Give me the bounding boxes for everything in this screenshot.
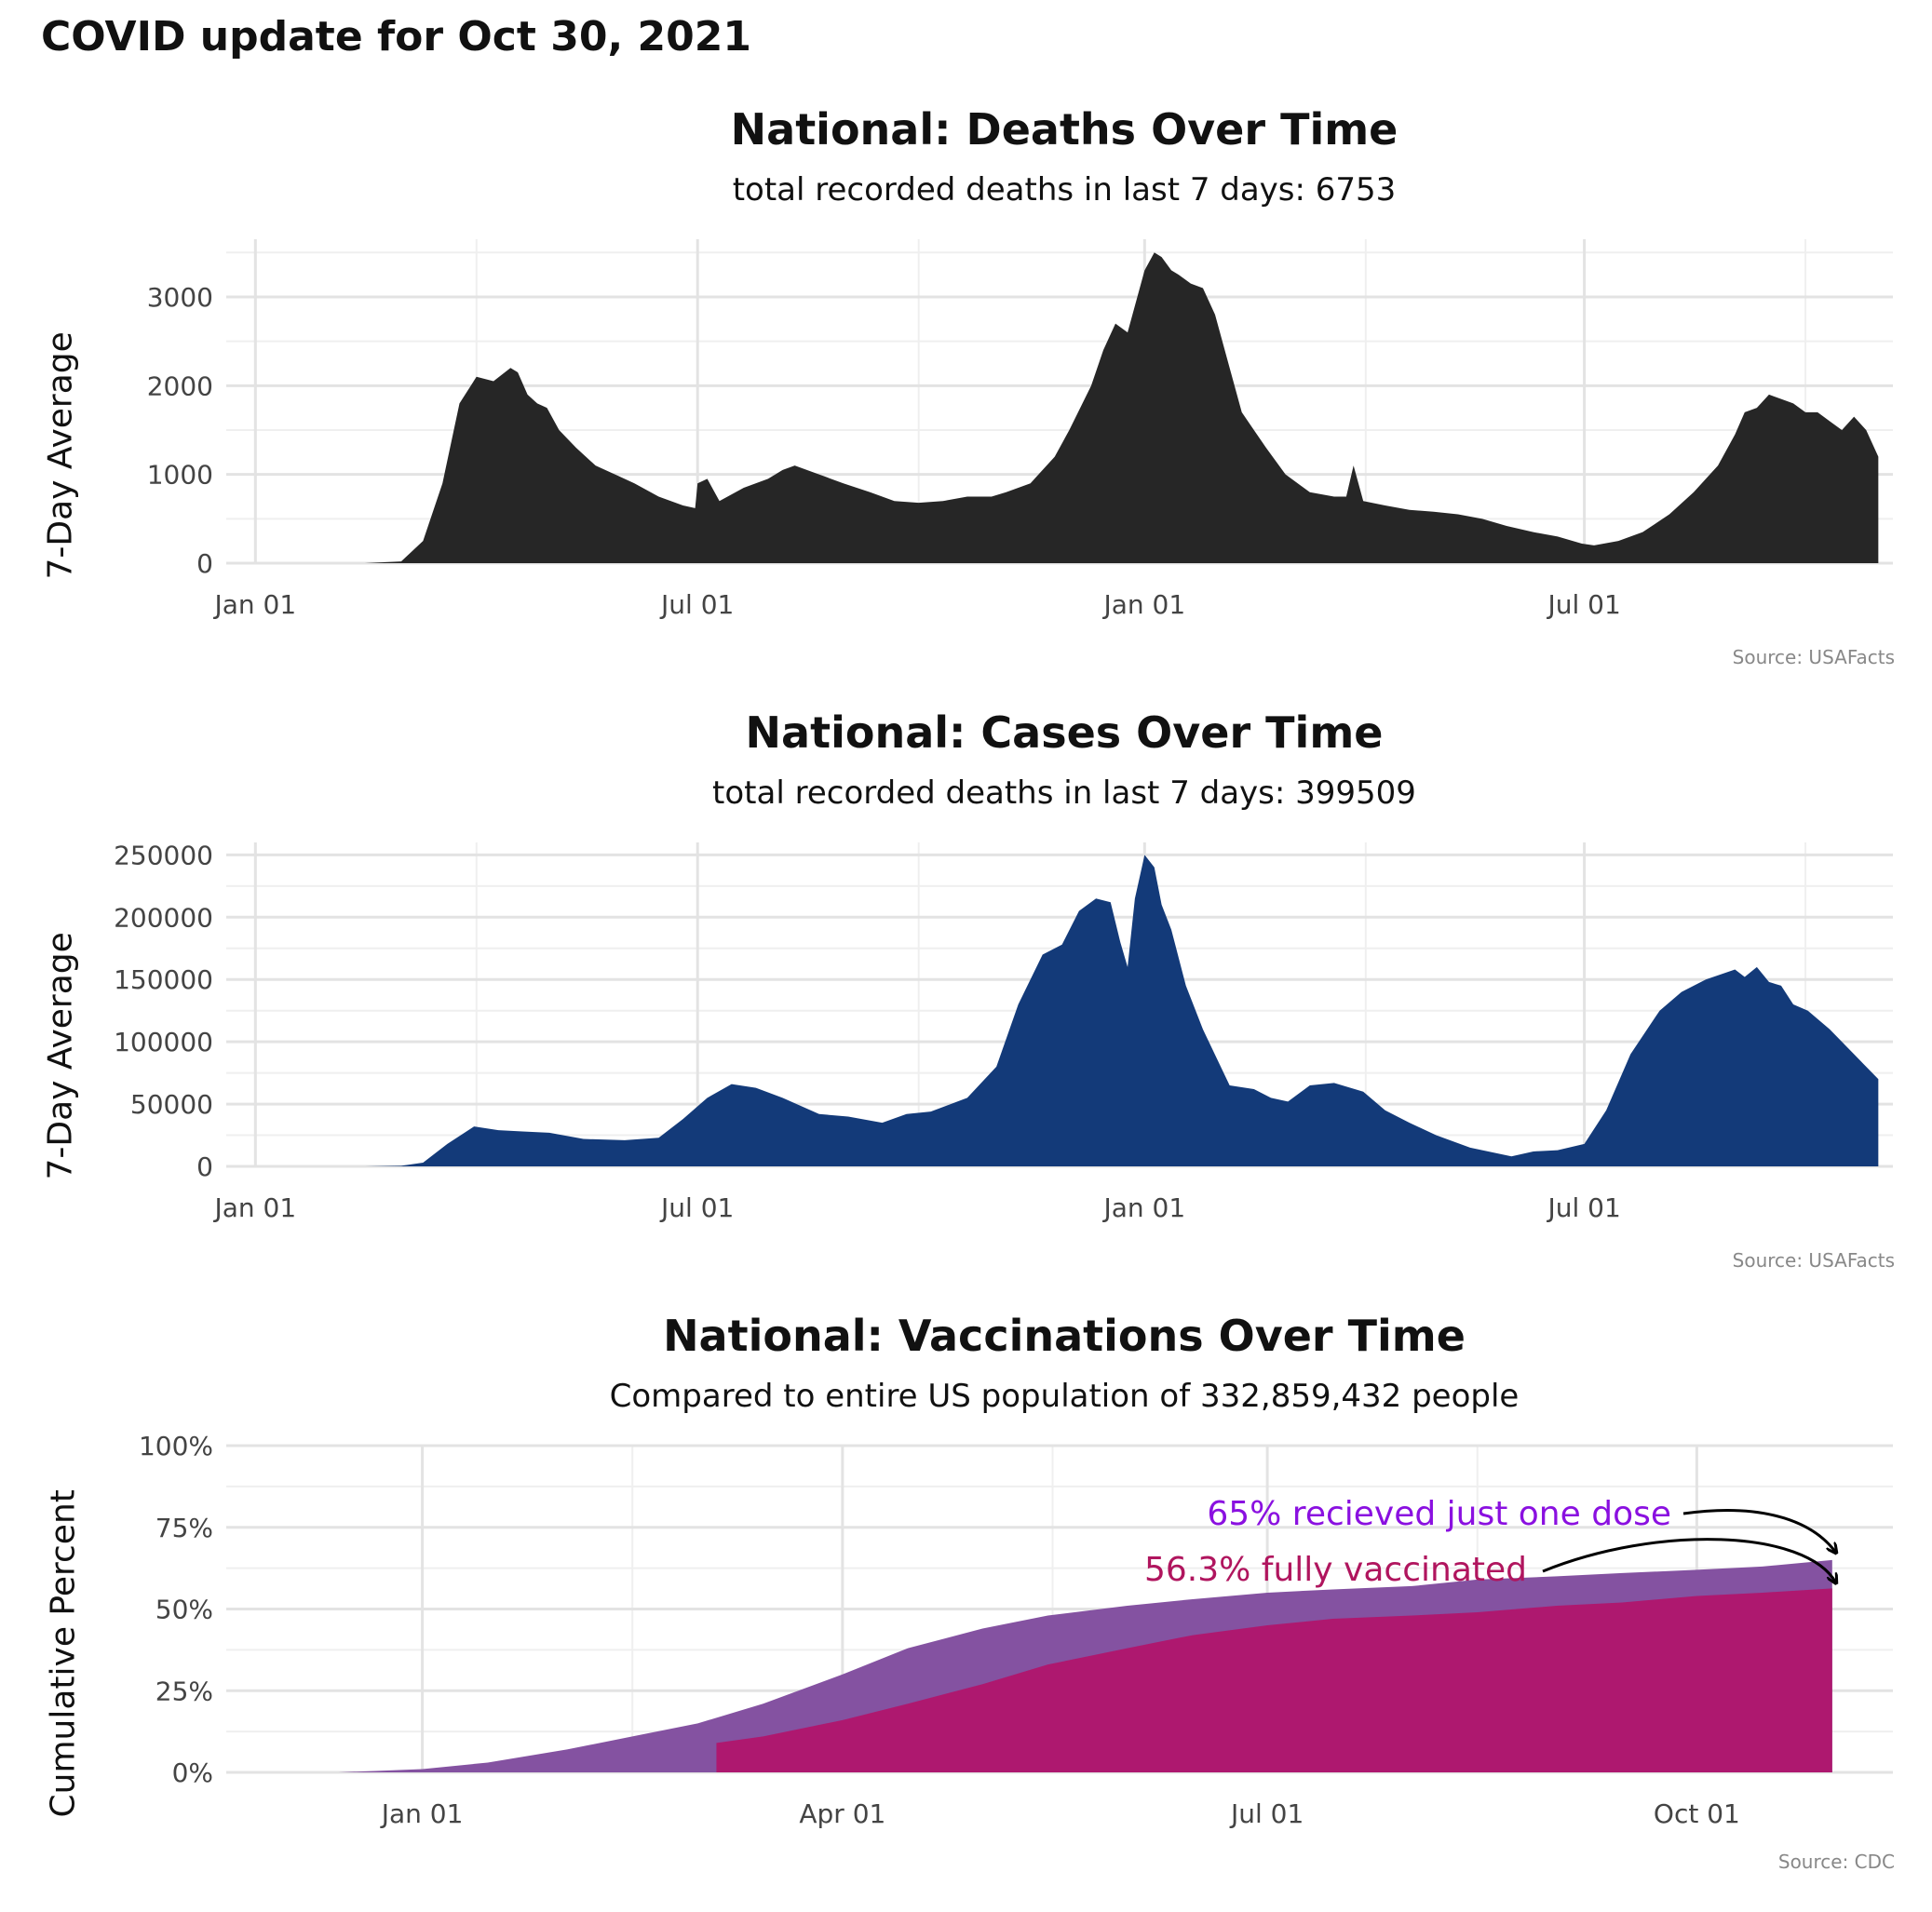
vaccinations-panel: National: Vaccinations Over Time Compare…	[0, 1311, 1932, 1888]
cases-x-tick-label: Jan 01	[1101, 1192, 1185, 1223]
deaths-x-tick-label: Jul 01	[659, 589, 734, 620]
deaths-y-tick-label: 1000	[147, 460, 213, 491]
cases-y-tick-label: 100000	[114, 1027, 213, 1057]
cases-y-tick-label: 200000	[114, 902, 213, 933]
vaccinations-x-tick-label: Jul 01	[1229, 1798, 1304, 1829]
vaccinations-y-tick-label: 25%	[155, 1676, 213, 1706]
deaths-area-series-1	[255, 252, 1878, 563]
deaths-y-tick-label: 2000	[147, 370, 213, 401]
vaccinations-y-tick-label: 75%	[155, 1513, 213, 1543]
cases-x-tick-label: Jul 01	[1546, 1192, 1620, 1223]
page-title: COVID update for Oct 30, 2021	[41, 13, 751, 61]
cases-chart: 0 50000 100000 150000 200000 250000 Jan 01 Jul …	[0, 707, 1932, 1229]
one-dose-arrow	[1683, 1510, 1836, 1552]
vaccinations-source: Source: CDC	[1778, 1851, 1895, 1873]
deaths-x-tick-label: Jan 01	[212, 589, 296, 620]
vaccinations-x-tick-label: Apr 01	[799, 1798, 885, 1829]
deaths-chart: 0 1000 2000 3000 Jan 01 Jul 01 Jan 01 Jul 01	[0, 104, 1932, 626]
deaths-x-tick-label: Jan 01	[1101, 589, 1185, 620]
deaths-y-tick-label: 0	[196, 548, 213, 579]
cases-y-tick-label: 150000	[114, 964, 213, 995]
deaths-source: Source: USAFacts	[1733, 646, 1895, 668]
vaccinations-y-tick-label: 100%	[139, 1431, 213, 1461]
vaccinations-y-tick-label: 0%	[172, 1757, 213, 1788]
cases-x-tick-label: Jan 01	[212, 1192, 296, 1223]
deaths-panel: National: Deaths Over Time total recorde…	[0, 104, 1932, 672]
cases-x-tick-label: Jul 01	[659, 1192, 734, 1223]
deaths-y-tick-label: 3000	[147, 282, 213, 313]
fully-vaccinated-annotation: 56.3% fully vaccinated	[1144, 1551, 1527, 1589]
vaccinations-chart: 0% 25% 50% 75% 100% Jan 01 Apr 01 Jul 01 Oct 01 6…	[0, 1311, 1932, 1841]
cases-panel: National: Cases Over Time total recorded…	[0, 707, 1932, 1275]
cases-y-tick-label: 50000	[130, 1089, 213, 1120]
deaths-x-tick-label: Jul 01	[1546, 589, 1620, 620]
vaccinations-y-tick-label: 50%	[155, 1595, 213, 1625]
vaccinations-x-tick-label: Oct 01	[1654, 1798, 1740, 1829]
cases-y-tick-label: 250000	[114, 840, 213, 870]
cases-y-tick-label: 0	[196, 1151, 213, 1182]
one-dose-annotation: 65% recieved just one dose	[1207, 1495, 1671, 1533]
vaccinations-x-tick-label: Jan 01	[380, 1798, 464, 1829]
cases-source: Source: USAFacts	[1733, 1249, 1895, 1272]
